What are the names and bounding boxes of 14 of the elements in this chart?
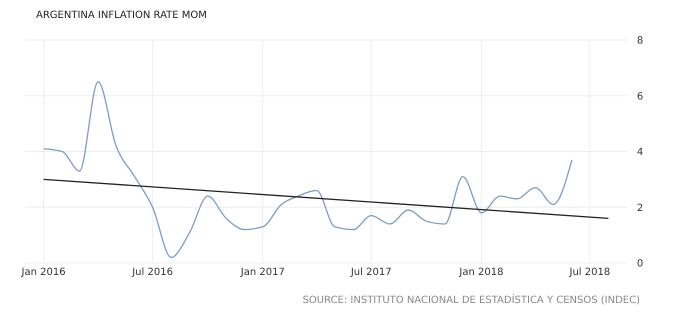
- y-tick-label: 6: [636, 91, 644, 102]
- y-tick-label: 0: [636, 258, 644, 270]
- x-tick-label: Jul 2017: [350, 267, 392, 278]
- y-tick-label: 4: [636, 147, 644, 158]
- line-series: [42, 81, 573, 258]
- chart-title: ARGENTINA INFLATION RATE MOM: [36, 10, 207, 21]
- y-tick-label: 2: [636, 202, 644, 214]
- x-tick-label: Jul 2018: [568, 267, 610, 278]
- x-tick-label: Jan 2017: [240, 267, 285, 278]
- x-tick-label: Jan 2018: [458, 267, 504, 278]
- y-tick-label: 8: [636, 36, 644, 46]
- x-tick-label: Jan 2016: [20, 267, 66, 278]
- source-note: SOURCE: INSTITUTO NACIONAL DE ESTADÍSTICA Y CENSOS (INDEC): [302, 293, 640, 306]
- x-tick-label: Jul 2016: [131, 267, 173, 278]
